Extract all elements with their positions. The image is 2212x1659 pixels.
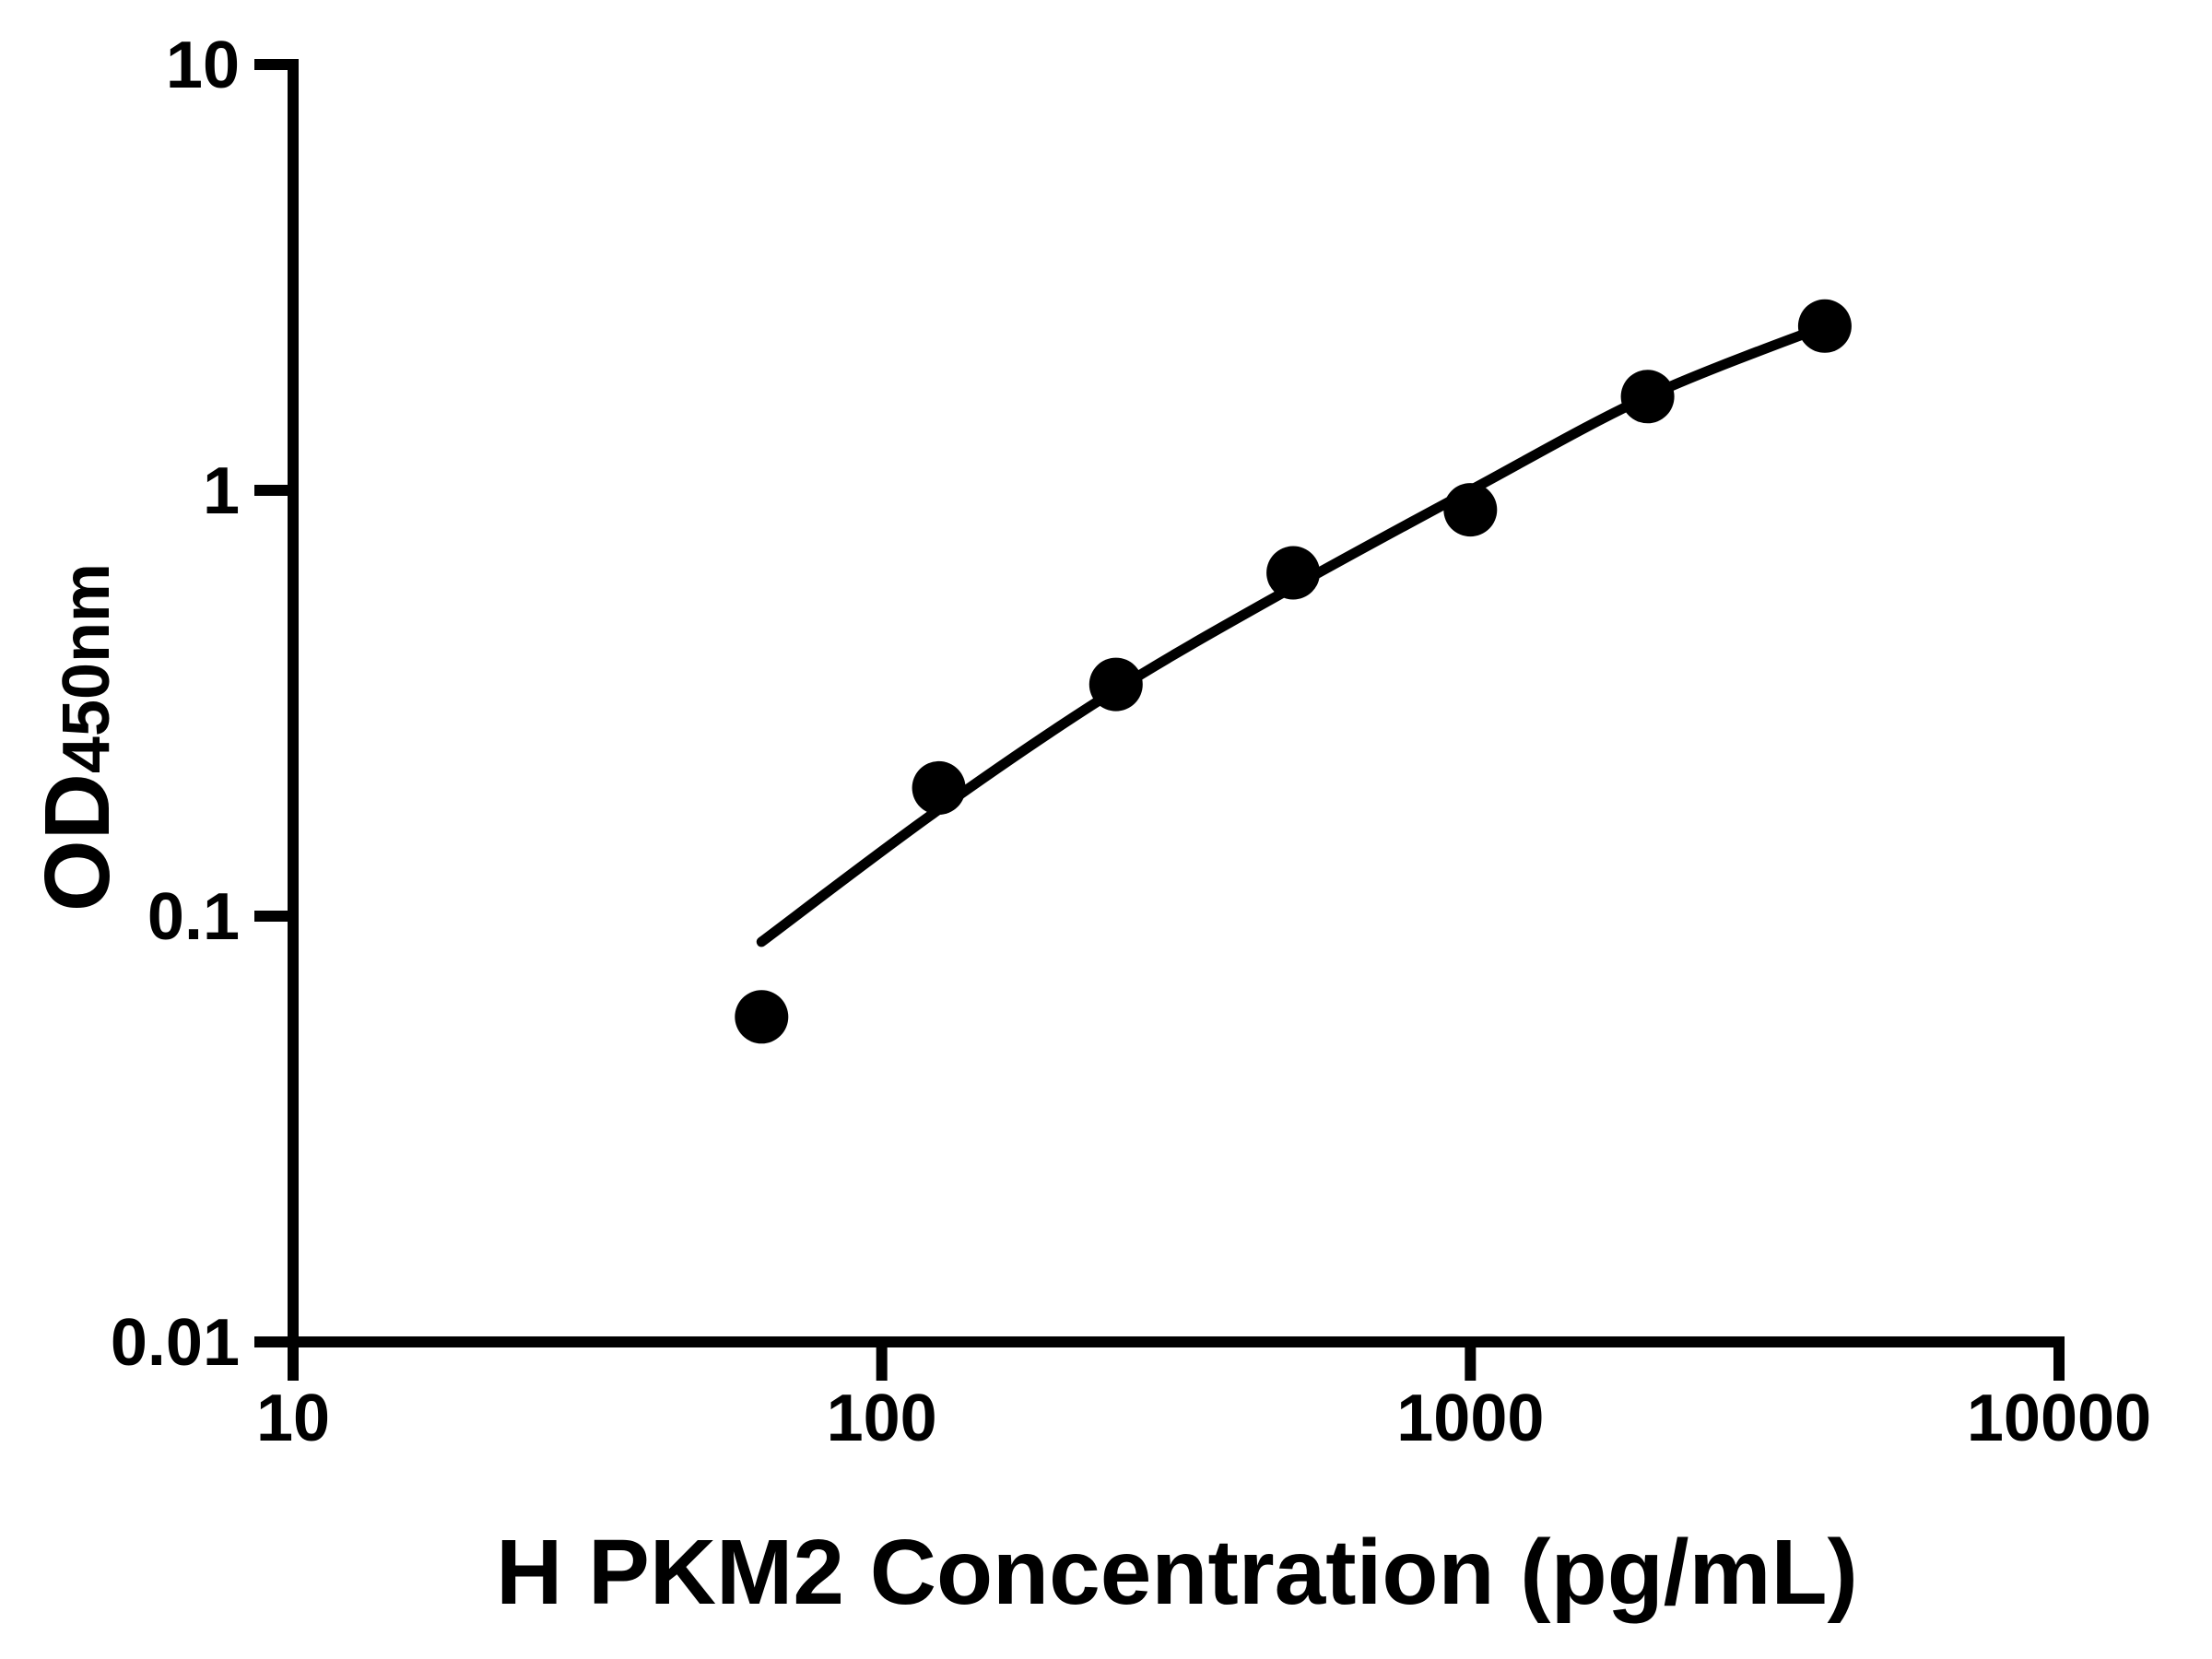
x-tick-label: 100: [827, 1382, 937, 1455]
data-point: [1266, 546, 1321, 600]
y-tick-label: 1: [203, 454, 240, 528]
data-point: [735, 990, 789, 1044]
y-axis-title: OD450nm: [26, 563, 129, 912]
data-point: [912, 760, 966, 815]
axes: [288, 59, 2065, 1347]
data-point: [1620, 370, 1675, 424]
tick-marks: [254, 59, 2065, 1381]
data-point: [1797, 299, 1852, 353]
data-point: [1088, 657, 1143, 712]
x-tick-label: 10000: [1967, 1382, 2151, 1455]
x-axis-title: H PKM2 Concentration (pg/mL): [496, 1521, 1858, 1624]
y-axis-title-main: OD: [26, 773, 129, 912]
y-tick-label: 0.01: [111, 1306, 240, 1380]
x-tick-label: 1000: [1396, 1382, 1544, 1455]
y-tick-label: 10: [166, 29, 240, 102]
y-axis-title-subscript: 450nm: [50, 563, 124, 773]
y-tick-label: 0.1: [147, 880, 240, 954]
fit-curve: [756, 321, 1830, 947]
data-series: [735, 299, 1852, 1044]
x-tick-label: 10: [256, 1382, 330, 1455]
data-point: [1443, 483, 1498, 537]
